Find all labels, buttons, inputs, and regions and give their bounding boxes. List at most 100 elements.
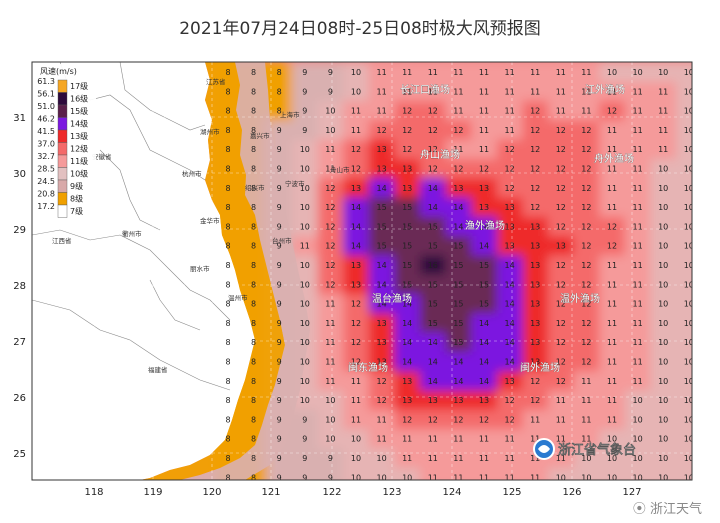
fishing-region-labels: 长江口渔场 江外渔场 舟山渔场 舟外渔场 渔外渔场 温台渔场 温外渔场 闽东渔场… bbox=[348, 83, 634, 374]
wind-cell bbox=[599, 236, 626, 257]
wind-level-value: 15 bbox=[453, 261, 463, 270]
wind-level-value: 8 bbox=[251, 107, 256, 116]
wind-level-value: 12 bbox=[530, 184, 540, 193]
wind-level-value: 14 bbox=[428, 377, 438, 386]
wind-level-value: 12 bbox=[453, 165, 463, 174]
legend-swatch bbox=[57, 117, 68, 131]
wind-cell bbox=[522, 62, 549, 83]
wind-level-value: 12 bbox=[505, 145, 515, 154]
wind-cell bbox=[394, 197, 421, 218]
wind-cell bbox=[292, 81, 319, 102]
wind-level-value: 12 bbox=[325, 242, 335, 251]
wind-level-value: 11 bbox=[581, 435, 591, 444]
wind-level-value: 11 bbox=[581, 107, 591, 116]
wind-cell bbox=[676, 293, 692, 315]
wind-level-value: 9 bbox=[277, 126, 282, 135]
wind-cell bbox=[650, 255, 677, 276]
wind-level-value: 10 bbox=[351, 87, 361, 96]
wind-cell bbox=[599, 313, 626, 334]
wind-level-value: 12 bbox=[530, 377, 540, 386]
wind-cell bbox=[573, 197, 601, 218]
legend-speed-label: 56.1 bbox=[37, 90, 55, 99]
wind-level-value: 15 bbox=[428, 319, 438, 328]
wind-level-value: 8 bbox=[251, 165, 256, 174]
wind-cell bbox=[368, 120, 396, 141]
region-label: 舟外渔场 bbox=[594, 152, 634, 165]
wind-level-value: 14 bbox=[505, 319, 515, 328]
wind-cell bbox=[471, 100, 498, 122]
wind-level-value: 13 bbox=[377, 165, 387, 174]
legend-swatch bbox=[57, 92, 68, 106]
wind-cell bbox=[394, 390, 421, 411]
wind-level-value: 8 bbox=[225, 165, 230, 174]
wind-level-value: 11 bbox=[607, 261, 617, 270]
wind-cell bbox=[343, 351, 370, 373]
wind-cell bbox=[292, 216, 319, 238]
wind-level-value: 14 bbox=[479, 242, 489, 251]
wind-cell bbox=[343, 81, 370, 102]
wind-level-value: 13 bbox=[530, 222, 540, 231]
wind-level-value: 9 bbox=[302, 87, 307, 96]
wind-level-value: 13 bbox=[453, 184, 463, 193]
wind-level-value: 13 bbox=[377, 358, 387, 367]
wind-level-value: 10 bbox=[684, 319, 694, 328]
wind-level-value: 10 bbox=[325, 396, 335, 405]
wind-level-value: 11 bbox=[428, 87, 438, 96]
wind-level-value: 11 bbox=[633, 203, 643, 212]
wind-level-value: 12 bbox=[479, 165, 489, 174]
wind-level-value: 13 bbox=[479, 203, 489, 212]
wind-cell bbox=[292, 158, 319, 180]
wind-level-value: 14 bbox=[453, 222, 463, 231]
legend-swatch bbox=[57, 192, 68, 206]
wind-cell bbox=[676, 274, 692, 295]
wind-level-value: 11 bbox=[351, 126, 361, 135]
wind-level-value: 12 bbox=[556, 319, 566, 328]
wind-level-value: 11 bbox=[505, 126, 515, 135]
wind-cell bbox=[445, 62, 473, 83]
wind-level-value: 10 bbox=[300, 319, 310, 328]
wind-cell bbox=[292, 409, 319, 431]
wind-cell bbox=[624, 158, 652, 180]
wind-level-value: 12 bbox=[581, 203, 591, 212]
wind-level-value: 15 bbox=[453, 280, 463, 289]
wind-cell bbox=[368, 371, 396, 392]
wind-level-value: 11 bbox=[633, 377, 643, 386]
wind-level-value: 11 bbox=[377, 435, 387, 444]
wind-level-value: 10 bbox=[684, 377, 694, 386]
wind-level-value: 11 bbox=[658, 107, 668, 116]
wind-cell bbox=[650, 62, 677, 83]
wind-level-value: 8 bbox=[251, 415, 256, 424]
wind-level-value: 8 bbox=[251, 126, 256, 135]
wind-level-value: 11 bbox=[581, 415, 591, 424]
wind-level-value: 11 bbox=[607, 377, 617, 386]
wind-level-value: 13 bbox=[351, 184, 361, 193]
wind-cell bbox=[624, 448, 652, 469]
wind-cell bbox=[650, 216, 677, 238]
wind-level-value: 12 bbox=[607, 107, 617, 116]
wind-level-value: 12 bbox=[325, 203, 335, 212]
y-tick-label: 27 bbox=[13, 337, 26, 348]
wind-level-value: 13 bbox=[377, 145, 387, 154]
wind-level-value: 15 bbox=[453, 319, 463, 328]
wind-cell bbox=[394, 62, 421, 83]
region-label: 舟山渔场 bbox=[420, 148, 460, 161]
wind-level-value: 13 bbox=[505, 203, 515, 212]
legend-speed-label: 28.5 bbox=[37, 165, 55, 174]
wind-level-value: 15 bbox=[428, 280, 438, 289]
wind-level-value: 12 bbox=[581, 126, 591, 135]
wind-level-value: 8 bbox=[251, 242, 256, 251]
wind-cell bbox=[650, 429, 677, 450]
watermark-icon: ⦿ bbox=[632, 502, 650, 517]
wind-level-value: 8 bbox=[251, 396, 256, 405]
wind-level-value: 13 bbox=[530, 300, 540, 309]
city-label: 福建省 bbox=[148, 365, 168, 374]
wind-level-value: 8 bbox=[225, 87, 230, 96]
wind-cell bbox=[522, 351, 549, 373]
wind-level-value: 12 bbox=[377, 396, 387, 405]
wind-cell bbox=[573, 255, 601, 276]
wind-cell bbox=[624, 120, 652, 141]
city-label: 江西省 bbox=[52, 236, 72, 245]
wind-level-value: 8 bbox=[225, 473, 230, 482]
wind-level-value: 12 bbox=[351, 358, 361, 367]
legend-swatch bbox=[57, 142, 68, 156]
